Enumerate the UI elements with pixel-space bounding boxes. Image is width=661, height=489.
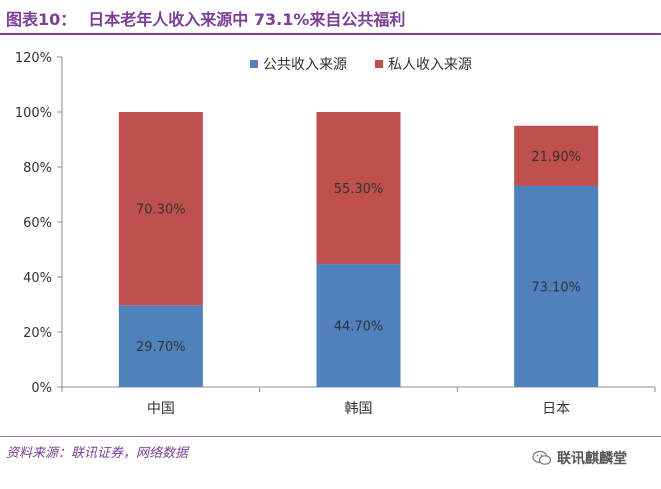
bar-segment xyxy=(316,264,401,387)
brand-logo: 联讯麒麟堂 xyxy=(532,448,627,468)
data-label: 70.30% xyxy=(136,203,186,218)
y-tick-label: 60% xyxy=(23,216,52,231)
data-label: 21.90% xyxy=(531,150,581,165)
brand-name: 联讯麒麟堂 xyxy=(557,451,627,467)
figure-number: 图表10： xyxy=(6,10,77,29)
y-tick-label: 0% xyxy=(31,381,52,396)
data-label: 29.70% xyxy=(136,340,186,355)
title-divider xyxy=(0,33,661,35)
footer-divider xyxy=(0,436,661,437)
stacked-bar-chart: 0% 20% 40% 60% 80% 100% 120% 29.70% 70.30% 中国 44.7… xyxy=(15,51,656,417)
bar-segment xyxy=(118,305,203,387)
source-note: 资料来源：联讯证券，网络数据 xyxy=(6,446,189,461)
bar-segment xyxy=(514,185,599,387)
legend-swatch xyxy=(250,60,258,68)
y-tick-label: 20% xyxy=(23,326,52,341)
x-tick-label: 中国 xyxy=(147,401,175,417)
bar-segment xyxy=(118,112,203,306)
wechat-icon xyxy=(532,450,552,465)
bar-segment xyxy=(316,112,401,265)
data-label: 73.10% xyxy=(531,280,581,295)
data-label: 44.70% xyxy=(334,320,384,335)
y-tick-label: 120% xyxy=(15,51,52,66)
bar-segment xyxy=(514,125,599,186)
legend-label: 公共收入来源 xyxy=(263,57,347,73)
y-tick-label: 40% xyxy=(23,271,52,286)
y-tick-label: 100% xyxy=(15,106,52,121)
legend-label: 私人收入来源 xyxy=(388,57,472,73)
data-label: 55.30% xyxy=(334,182,384,197)
figure-title-text: 日本老年人收入来源中 73.1%来自公共福利 xyxy=(88,10,406,29)
legend-swatch xyxy=(375,60,383,68)
y-tick-label: 80% xyxy=(23,161,52,176)
x-tick-label: 日本 xyxy=(542,401,570,417)
figure-title: 图表10： 日本老年人收入来源中 73.1%来自公共福利 xyxy=(6,6,405,30)
x-tick-label: 韩国 xyxy=(345,401,373,417)
